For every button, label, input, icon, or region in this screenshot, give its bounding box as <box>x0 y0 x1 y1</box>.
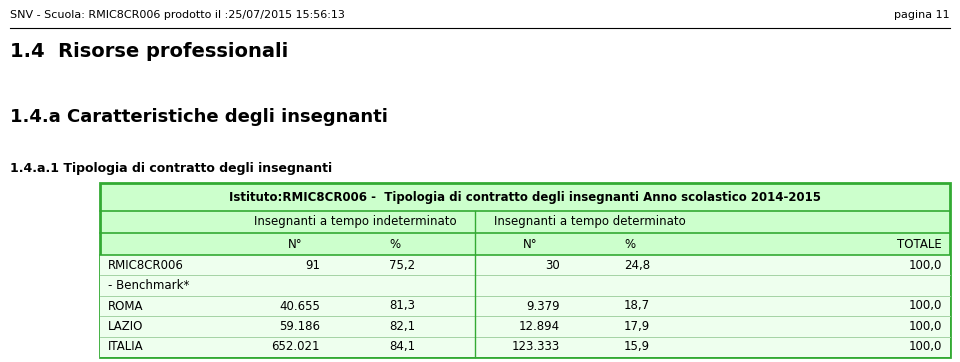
Text: N°: N° <box>288 237 302 251</box>
Text: %: % <box>390 237 400 251</box>
Text: 59.186: 59.186 <box>279 320 320 333</box>
Text: 1.4.a Caratteristiche degli insegnanti: 1.4.a Caratteristiche degli insegnanti <box>10 108 388 126</box>
Text: ROMA: ROMA <box>108 299 143 312</box>
Text: 91: 91 <box>305 259 320 272</box>
Text: SNV - Scuola: RMIC8CR006 prodotto il :25/07/2015 15:56:13: SNV - Scuola: RMIC8CR006 prodotto il :25… <box>10 10 345 20</box>
Text: 30: 30 <box>545 259 560 272</box>
Text: 12.894: 12.894 <box>518 320 560 333</box>
Text: 100,0: 100,0 <box>908 259 942 272</box>
Text: 17,9: 17,9 <box>624 320 650 333</box>
Text: 100,0: 100,0 <box>908 320 942 333</box>
Text: 9.379: 9.379 <box>526 299 560 312</box>
Text: ITALIA: ITALIA <box>108 340 144 353</box>
Text: 24,8: 24,8 <box>624 259 650 272</box>
Text: 123.333: 123.333 <box>512 340 560 353</box>
Bar <box>100 337 950 357</box>
Text: 84,1: 84,1 <box>389 340 415 353</box>
Text: %: % <box>624 237 636 251</box>
Text: Istituto:RMIC8CR006 -  Tipologia di contratto degli insegnanti Anno scolastico 2: Istituto:RMIC8CR006 - Tipologia di contr… <box>229 190 821 203</box>
Bar <box>100 183 950 357</box>
Text: TOTALE: TOTALE <box>898 237 942 251</box>
Text: 15,9: 15,9 <box>624 340 650 353</box>
Text: 75,2: 75,2 <box>389 259 415 272</box>
Text: pagina 11: pagina 11 <box>895 10 950 20</box>
Text: Insegnanti a tempo determinato: Insegnanti a tempo determinato <box>494 215 685 228</box>
Text: 82,1: 82,1 <box>389 320 415 333</box>
Text: 1.4  Risorse professionali: 1.4 Risorse professionali <box>10 42 288 61</box>
Text: RMIC8CR006: RMIC8CR006 <box>108 259 184 272</box>
Bar <box>100 255 950 275</box>
Bar <box>100 275 950 296</box>
Text: 18,7: 18,7 <box>624 299 650 312</box>
Text: N°: N° <box>522 237 538 251</box>
Text: Insegnanti a tempo indeterminato: Insegnanti a tempo indeterminato <box>253 215 456 228</box>
Text: 100,0: 100,0 <box>908 299 942 312</box>
Text: 81,3: 81,3 <box>389 299 415 312</box>
Text: LAZIO: LAZIO <box>108 320 143 333</box>
Bar <box>100 296 950 316</box>
Bar <box>100 316 950 337</box>
Text: 652.021: 652.021 <box>272 340 320 353</box>
Text: - Benchmark*: - Benchmark* <box>108 279 189 292</box>
Text: 100,0: 100,0 <box>908 340 942 353</box>
Text: 40.655: 40.655 <box>279 299 320 312</box>
Text: 1.4.a.1 Tipologia di contratto degli insegnanti: 1.4.a.1 Tipologia di contratto degli ins… <box>10 162 332 175</box>
